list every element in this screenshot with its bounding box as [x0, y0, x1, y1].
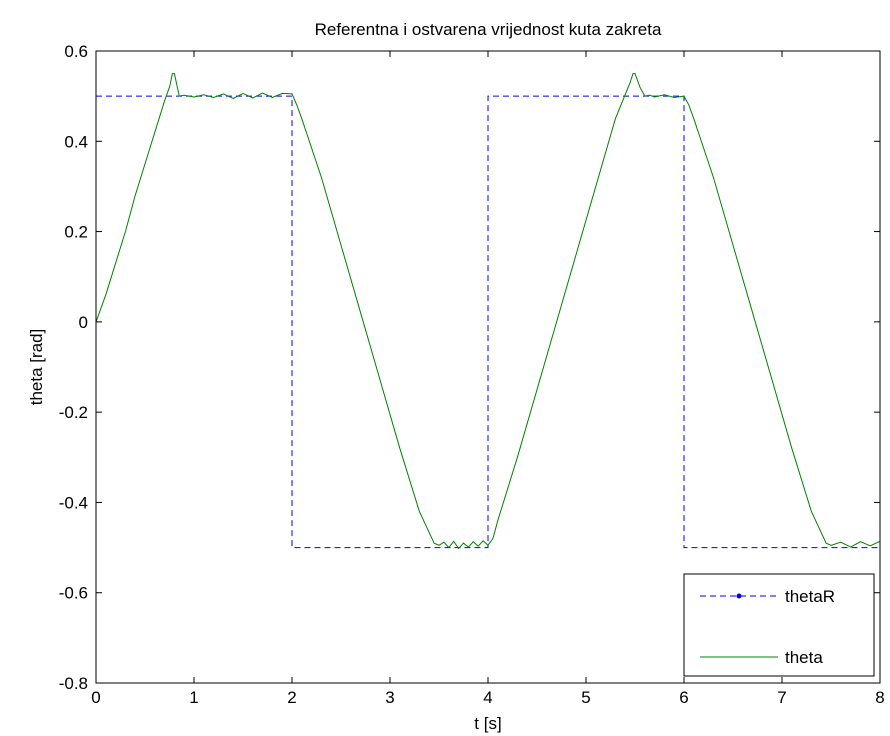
y-tick-label: 0.2 [64, 223, 88, 242]
x-tick-label: 1 [189, 688, 198, 707]
y-tick-label: 0 [79, 313, 88, 332]
x-tick-label: 5 [581, 688, 590, 707]
legend: thetaR theta [683, 573, 875, 677]
y-tick-label: -0.6 [59, 584, 88, 603]
x-tick-label: 8 [875, 688, 884, 707]
y-tick-label: 0.6 [64, 42, 88, 61]
legend-label-theta: theta [785, 648, 823, 667]
plot-border [95, 50, 881, 684]
y-tick-label: -0.4 [59, 493, 88, 512]
y-axis: 0.6 0.4 0.2 0 -0.2 -0.4 -0.6 -0.8 [59, 42, 880, 693]
x-axis-label: t [s] [474, 714, 501, 733]
legend-box [683, 573, 875, 677]
series-line-thetaR [96, 95, 880, 549]
x-tick-label: 7 [777, 688, 786, 707]
y-tick-label: -0.8 [59, 674, 88, 693]
curves [95, 73, 881, 550]
legend-marker-thetaR [736, 593, 742, 599]
x-tick-label: 0 [91, 688, 100, 707]
x-tick-label: 4 [483, 688, 492, 707]
legend-label-thetaR: thetaR [785, 587, 835, 606]
y-tick-label: -0.2 [59, 403, 88, 422]
x-tick-label: 6 [679, 688, 688, 707]
series-line-theta [95, 73, 881, 550]
y-axis-label: theta [rad] [27, 329, 46, 406]
x-axis: 0 1 2 3 4 5 6 7 8 [91, 51, 885, 707]
y-tick-label: 0.4 [64, 132, 88, 151]
x-tick-label: 2 [287, 688, 296, 707]
chart-title: Referentna i ostvarena vrijednost kuta z… [315, 20, 662, 39]
x-tick-label: 3 [385, 688, 394, 707]
